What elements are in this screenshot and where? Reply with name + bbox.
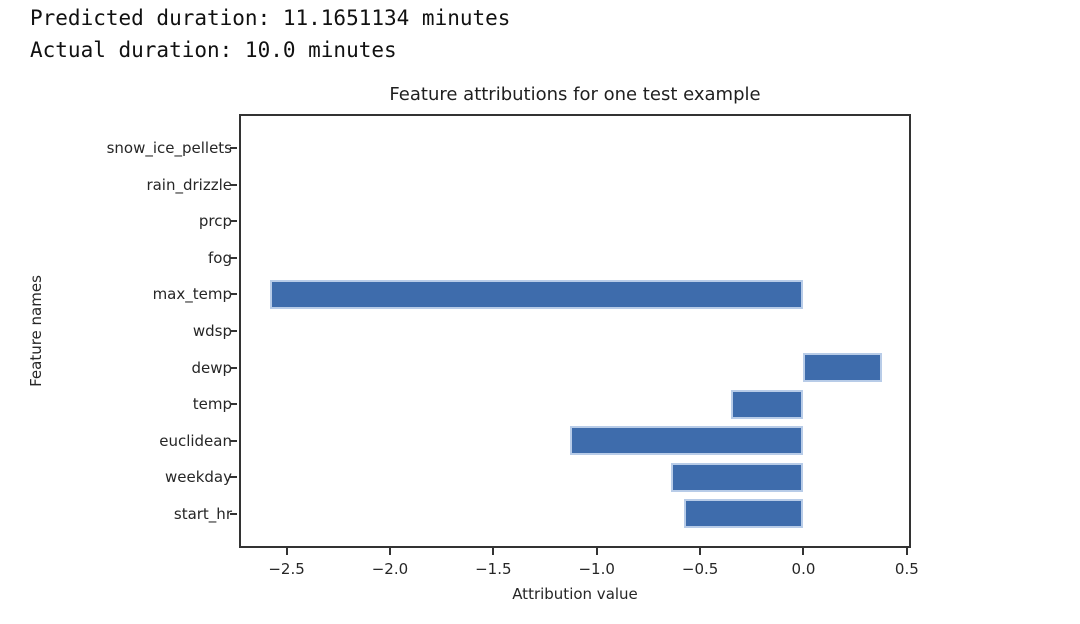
ytick-label-snow_ice_pellets: snow_ice_pellets	[106, 139, 232, 158]
bar-dewp	[803, 353, 883, 383]
ytick-mark-rain_drizzle	[230, 183, 237, 186]
xtick-mark-0.0	[802, 548, 805, 555]
xtick-mark-0.5	[905, 548, 908, 555]
xtick-label-−1.5: −1.5	[475, 560, 512, 578]
xtick-mark-−0.5	[699, 548, 702, 555]
ytick-mark-euclidean	[230, 439, 237, 442]
xtick-label-0.5: 0.5	[894, 560, 919, 578]
ytick-mark-prcp	[230, 220, 237, 223]
xtick-label-−1.0: −1.0	[578, 560, 615, 578]
xtick-label-−2.5: −2.5	[268, 560, 305, 578]
bar-euclidean	[569, 426, 804, 456]
ytick-label-start_hr: start_hr	[173, 504, 232, 523]
bar-start_hr	[683, 499, 804, 529]
ytick-mark-temp	[230, 403, 237, 406]
bar-max_temp	[270, 279, 804, 309]
ytick-label-fog: fog	[208, 248, 232, 267]
ytick-mark-start_hr	[230, 512, 237, 515]
ytick-label-dewp: dewp	[191, 358, 232, 377]
ytick-label-max_temp: max_temp	[152, 285, 232, 304]
ytick-label-wdsp: wdsp	[192, 322, 232, 340]
xtick-mark-−2.5	[285, 548, 288, 555]
y-axis-label: Feature names	[27, 275, 45, 387]
ytick-label-weekday: weekday	[164, 468, 232, 487]
xtick-mark-−1.0	[595, 548, 598, 555]
xtick-label-−2.0: −2.0	[371, 560, 409, 578]
xtick-mark-−1.5	[492, 548, 495, 555]
ytick-label-euclidean: euclidean	[159, 431, 232, 450]
ytick-mark-max_temp	[230, 293, 237, 296]
ytick-mark-snow_ice_pellets	[230, 147, 237, 150]
ytick-mark-wdsp	[230, 330, 237, 332]
chart-title: Feature attributions for one test exampl…	[389, 84, 761, 105]
xtick-label-0.0: 0.0	[791, 560, 816, 578]
plot-area	[239, 114, 911, 548]
ytick-mark-dewp	[230, 366, 237, 369]
x-axis-label: Attribution value	[512, 585, 638, 603]
ytick-mark-weekday	[230, 476, 237, 479]
predicted-duration-text: Predicted duration: 11.1651134 minutes	[30, 6, 511, 30]
xtick-mark-−2.0	[388, 548, 391, 555]
ytick-label-temp: temp	[192, 395, 232, 414]
ytick-mark-fog	[230, 256, 237, 259]
bar-temp	[731, 389, 804, 419]
bar-weekday	[671, 462, 804, 492]
xtick-label-−0.5: −0.5	[681, 560, 719, 578]
ytick-label-rain_drizzle: rain_drizzle	[146, 175, 232, 194]
actual-duration-text: Actual duration: 10.0 minutes	[30, 38, 397, 62]
ytick-label-prcp: prcp	[198, 212, 232, 231]
